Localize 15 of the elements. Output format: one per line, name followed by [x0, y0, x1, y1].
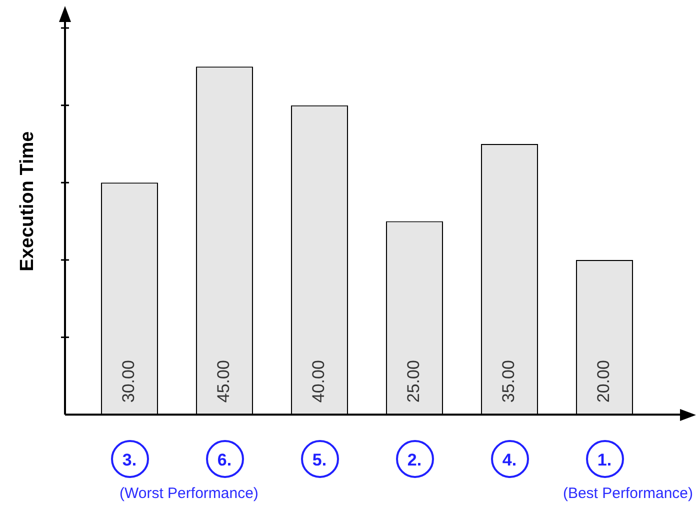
x-tick-label: 3.	[122, 450, 137, 470]
data-label: 40.00	[309, 360, 328, 403]
text: (Worst Performance)	[120, 485, 258, 502]
x-tick-label: 2.	[407, 450, 422, 470]
x-tick-label: 6.	[217, 450, 232, 470]
data-label: 35.00	[499, 360, 518, 403]
data-label: 25.00	[404, 360, 424, 403]
x-tick-label: 4.	[502, 450, 517, 470]
x-tick-label: 1.	[597, 450, 612, 470]
text: (Best Performance)	[562, 485, 693, 502]
y-axis-title: Execution Time	[17, 131, 38, 272]
data-label: 20.00	[594, 360, 614, 403]
x-tick-label: 5.	[312, 450, 327, 470]
data-label: 45.00	[214, 360, 234, 403]
data-label: 30.00	[119, 360, 138, 403]
